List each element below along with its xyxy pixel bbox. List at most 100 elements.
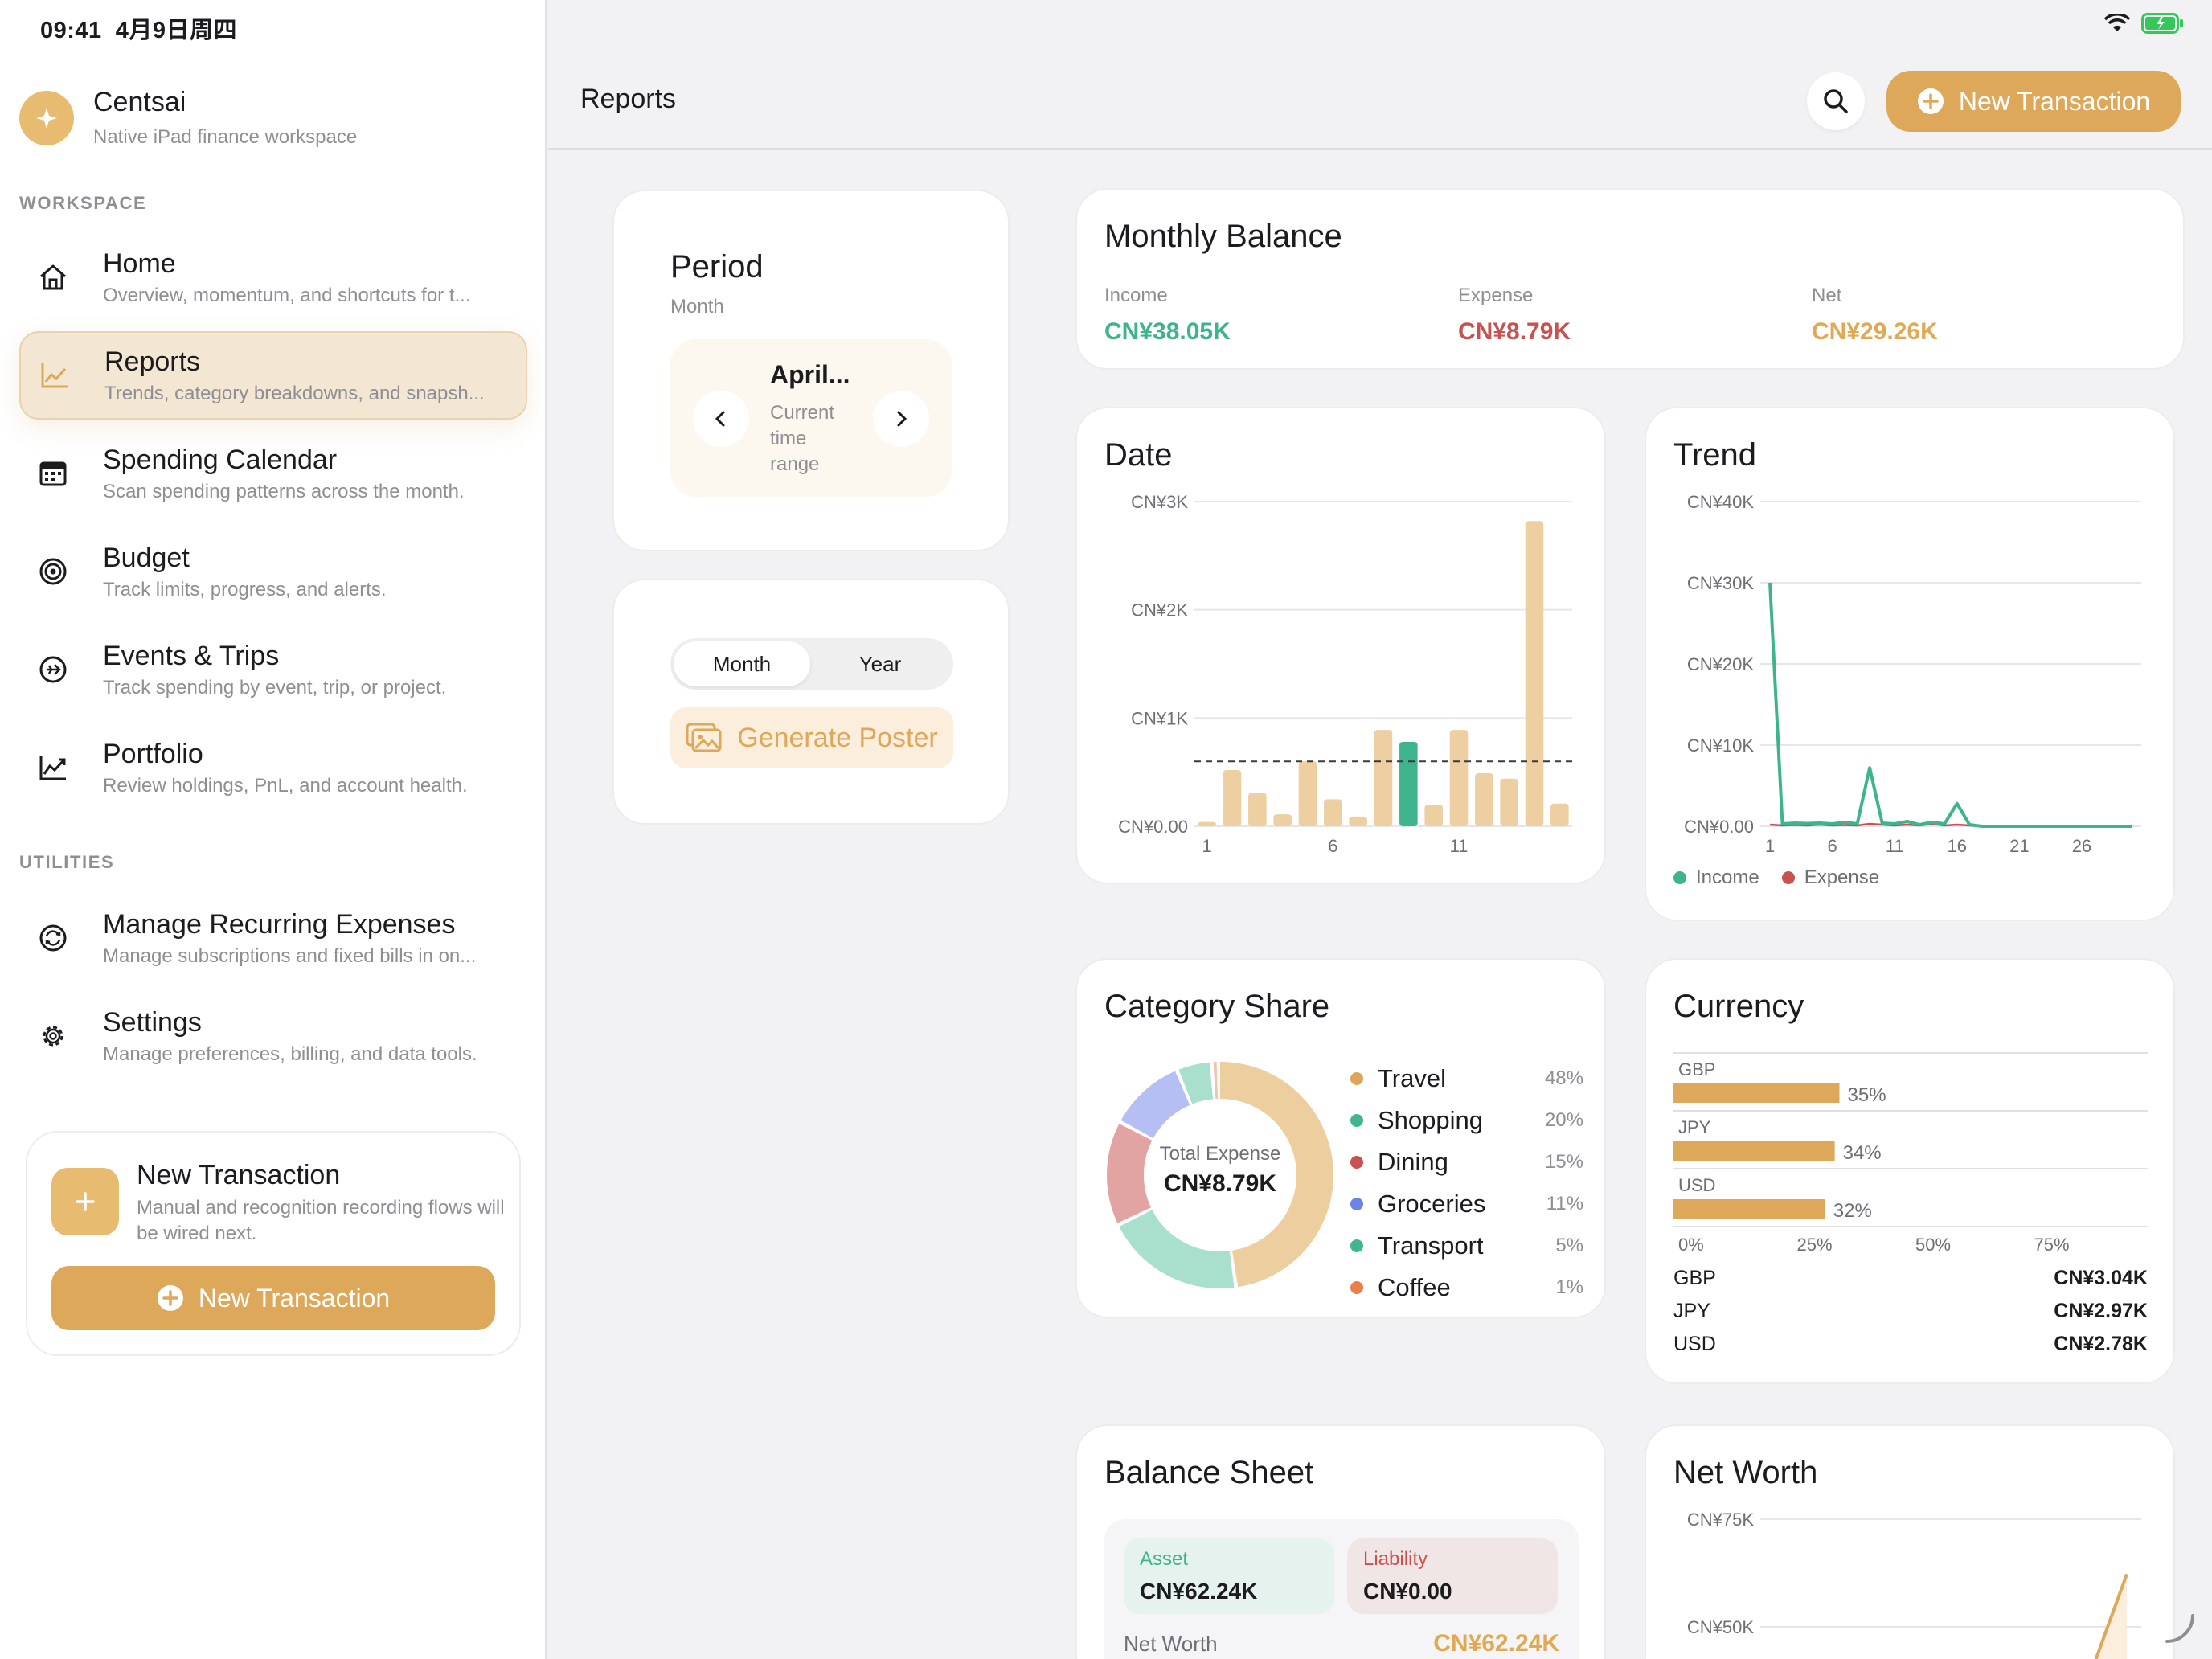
brand[interactable]: Centsai Native iPad finance workspace [19,87,357,149]
sidebar-item-reports[interactable]: Reports Trends, category breakdowns, and … [19,331,527,420]
monthly-balance-title: Monthly Balance [1104,219,1342,254]
status-date: 4月9日周四 [115,18,238,43]
sidebar-item-title: Home [103,248,176,279]
monthly-balance-card: Monthly Balance Income CN¥38.05K Expense… [1075,188,2185,370]
segment-year[interactable]: Year [858,651,902,676]
currency-amount: CN¥2.97K [2054,1300,2148,1322]
liability-chip: Liability CN¥0.00 [1347,1538,1558,1614]
asset-chip: Asset CN¥62.24K [1124,1538,1334,1614]
sidebar-item-subtitle: Manage subscriptions and fixed bills in … [103,944,477,967]
chevron-right-icon [897,411,907,427]
legend-dot [1350,1114,1363,1127]
liability-label: Liability [1363,1548,1428,1570]
category-donut-chart [1107,1062,1333,1288]
sidebar-item-title: Portfolio [103,738,203,769]
search-button[interactable] [1807,72,1865,130]
sidebar-item-events-trips[interactable]: Events & Trips Track spending by event, t… [19,625,527,714]
expense-summary: Expense CN¥8.79K [1458,285,1571,346]
utilities-section-label: UTILITIES [19,852,115,872]
date-bar [1500,778,1518,826]
status-time: 09:41 4月9日周四 [40,11,237,45]
x-tick-label: 1 [1765,836,1775,856]
currency-total-row: JPY CN¥2.97K [1673,1300,2148,1323]
y-tick-label: CN¥0.00 [1684,817,1754,837]
slice-dining [1107,1062,1333,1288]
income-legend-label: Income [1696,866,1759,888]
y-tick-label: CN¥10K [1687,735,1754,756]
legend-dot [1350,1072,1363,1085]
legend-name: Shopping [1378,1106,1484,1134]
date-chart-title: Date [1104,437,1173,473]
sidebar-new-transaction-button[interactable]: New Transaction [51,1266,495,1330]
balance-sheet-title: Balance Sheet [1104,1455,1314,1490]
sidebar-item-title: Settings [103,1006,202,1038]
new-transaction-card: New Transaction Manual and recognition r… [26,1131,521,1356]
battery-icon [2141,13,2183,34]
period-title: Period [670,249,764,285]
y-tick-label: CN¥1K [1131,708,1188,728]
net-worth-card: Net Worth CN¥75K CN¥50K [1645,1424,2175,1659]
legend-percent: 15% [1544,1151,1583,1173]
brand-name: Centsai [93,87,186,117]
sidebar-item-home[interactable]: Home Overview, momentum, and shortcuts fo… [19,233,527,322]
net-summary: Net CN¥29.26K [1812,285,1938,346]
legend-percent: 48% [1544,1067,1583,1089]
plus-icon [51,1168,119,1235]
calendar-icon [37,457,69,490]
brand-subtitle: Native iPad finance workspace [93,126,358,148]
generate-poster-button[interactable]: Generate Poster [670,707,953,768]
period-subtitle: Month [670,296,724,317]
new-transaction-button[interactable]: New Transaction [1886,71,2181,132]
category-share-card: Category Share Total Expense CN¥8.79K Tr… [1075,958,1606,1318]
legend-item-dining: Dining 15% [1350,1141,1583,1183]
recurring-icon [37,922,69,954]
period-hint: Current time range [770,402,835,475]
currency-bar [1673,1083,1840,1103]
sidebar-item-spending-calendar[interactable]: Spending Calendar Scan spending patterns … [19,429,527,518]
month-year-segmented-control: Month Year [670,638,953,690]
legend-dot [1350,1239,1363,1252]
status-clock: 09:41 [40,18,102,43]
date-bar [1273,814,1292,826]
sidebar-item-title: Budget [103,542,190,573]
currency-code: JPY [1673,1300,1710,1322]
asset-label: Asset [1140,1548,1189,1570]
sidebar-item-settings[interactable]: Settings Manage preferences, billing, and… [19,992,527,1080]
period-selector: April... Current time range [670,339,952,497]
income-series-line [1768,582,2132,828]
next-period-button[interactable] [873,391,929,447]
sidebar-item-portfolio[interactable]: Portfolio Review holdings, PnL, and accou… [19,723,527,812]
resize-handle-icon[interactable] [2164,1612,2196,1645]
y-tick-label: CN¥2K [1131,600,1188,621]
legend-name: Travel [1378,1064,1446,1092]
chart-line-icon [39,359,71,391]
currency-total-row: GBP CN¥3.04K [1673,1267,2148,1290]
income-summary: Income CN¥38.05K [1104,285,1231,346]
new-transaction-label: New Transaction [1958,86,2151,116]
trend-chart-title: Trend [1673,437,1757,473]
segment-month[interactable]: Month [674,641,810,686]
date-bar [1424,805,1443,826]
net-worth-line-chart: CN¥75K CN¥50K [1687,1509,2141,1659]
currency-amount: CN¥2.78K [2054,1333,2148,1355]
sidebar-item-recurring-expenses[interactable]: Manage Recurring Expenses Manage subscrip… [19,894,527,982]
legend-name: Transport [1378,1231,1484,1260]
legend-percent: 20% [1544,1109,1583,1131]
new-transaction-card-subtitle: Manual and recognition recording flows w… [137,1197,505,1244]
x-tick-label: 11 [1450,836,1469,856]
date-bar [1374,730,1393,826]
x-tick-label: 26 [2072,836,2091,856]
y-tick-label: CN¥50K [1687,1617,1754,1637]
net-worth-label: Net Worth [1124,1632,1218,1656]
legend-name: Coffee [1378,1273,1451,1301]
period-label: April... [770,360,850,389]
period-card: Period Month April... Current time range [612,190,1010,551]
currency-category-label: GBP [1678,1059,1715,1079]
sidebar-item-budget[interactable]: Budget Track limits, progress, and alerts… [19,527,527,616]
previous-period-button[interactable] [693,391,749,447]
income-value: CN¥38.05K [1104,318,1231,345]
currency-card: Currency GBP 35% JPY 34% USD 32% 0% 25% 50% 75% G… [1645,958,2175,1384]
legend-dot [1350,1281,1363,1294]
y-tick-label: CN¥3K [1131,492,1188,512]
legend-item-coffee: Coffee 1% [1350,1267,1583,1309]
